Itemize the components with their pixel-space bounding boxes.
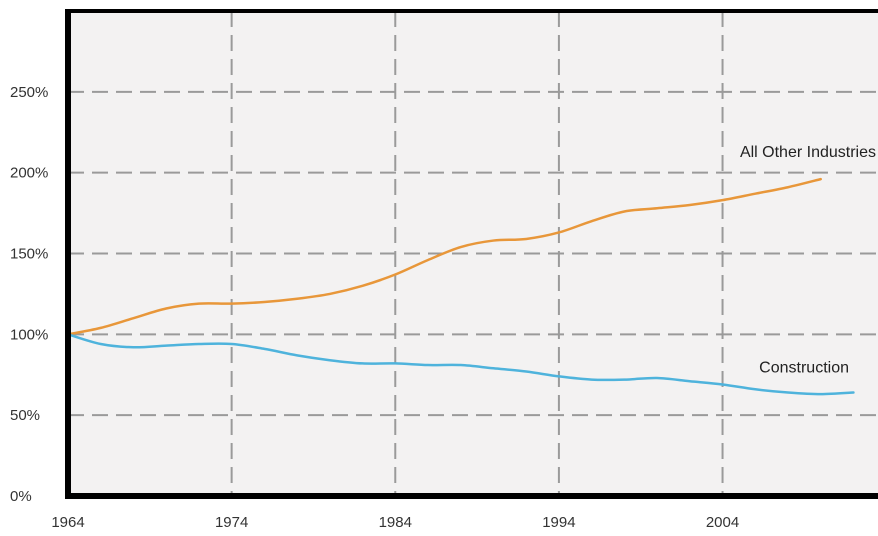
tick-labels: 0% 50% 100% 150% 200% 250% 1964 1974 1984 1994 200… [10,84,739,531]
axes [65,9,878,499]
series-line-construction [66,333,855,396]
series-lines [66,177,855,396]
x-tick-label: 2004 [706,514,739,531]
y-tick-label: 50% [10,407,40,424]
x-tick-label: 1984 [379,514,412,531]
series-line-all-other-industries [66,177,822,336]
series-label-all-other-industries: All Other Industries [740,144,876,161]
y-tick-label: 250% [10,84,48,101]
x-tick-label: 1994 [542,514,575,531]
series-labels: All Other Industries Construction [740,144,876,376]
series-label-construction: Construction [759,360,849,377]
y-tick-label: 0% [10,488,32,505]
x-tick-label: 1974 [215,514,248,531]
y-tick-label: 200% [10,165,48,182]
y-tick-label: 100% [10,326,48,343]
x-tick-label: 1964 [51,514,84,531]
grid [68,11,878,496]
y-tick-label: 150% [10,246,48,263]
